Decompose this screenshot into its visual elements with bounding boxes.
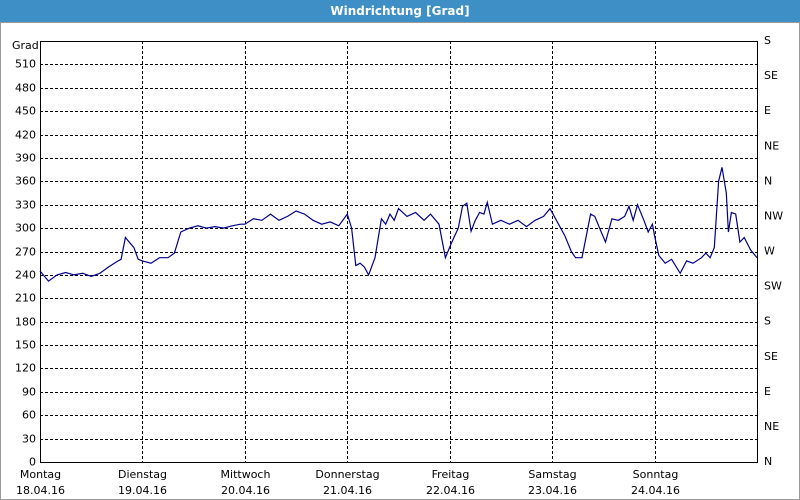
- y-tick-label: 90: [22, 386, 36, 399]
- y2-tick-label: SW: [764, 280, 782, 293]
- y-tick-label: 240: [15, 269, 36, 282]
- x-tick-label: Freitag: [432, 468, 470, 481]
- x-tick-label: Sonntag: [633, 468, 679, 481]
- y2-tick-label: S: [764, 315, 771, 328]
- y-tick-label: 150: [15, 339, 36, 352]
- y2-tick-label: SE: [764, 69, 778, 82]
- y-tick-label: 420: [15, 129, 36, 142]
- y2-tick-label: SE: [764, 350, 778, 363]
- x-tick-label: Mittwoch: [221, 468, 271, 481]
- y2-tick-label: NE: [764, 420, 779, 433]
- y-tick-label: 210: [15, 292, 36, 305]
- x-tick-label: Donnerstag: [315, 468, 379, 481]
- y2-tick-label: NE: [764, 139, 779, 152]
- y-tick-label: 0: [29, 456, 36, 469]
- y2-tick-label: W: [764, 245, 775, 258]
- y-tick-label: 510: [15, 58, 36, 71]
- y-tick-label: 330: [15, 199, 36, 212]
- y-tick-label: 180: [15, 316, 36, 329]
- y-tick-label: 120: [15, 362, 36, 375]
- x-tick-date: 22.04.16: [426, 484, 475, 497]
- x-tick-date: 20.04.16: [221, 484, 270, 497]
- title-bar: Windrichtung [Grad]: [0, 0, 800, 22]
- y2-tick-label: E: [764, 385, 771, 398]
- y-tick-label: 390: [15, 152, 36, 165]
- x-tick-label: Montag: [20, 468, 61, 481]
- x-tick-label: Dienstag: [118, 468, 167, 481]
- frame: [0, 22, 800, 500]
- y-tick-label: 60: [22, 409, 36, 422]
- x-tick-date: 18.04.16: [16, 484, 65, 497]
- y-axis-label: Grad: [12, 39, 39, 52]
- y-tick-label: 360: [15, 175, 36, 188]
- y2-tick-label: NW: [764, 209, 783, 222]
- y2-tick-label: E: [764, 104, 771, 117]
- y2-tick-label: N: [764, 455, 772, 468]
- y-tick-label: 30: [22, 433, 36, 446]
- y-tick-label: 480: [15, 82, 36, 95]
- x-tick-date: 24.04.16: [631, 484, 680, 497]
- x-tick-date: 23.04.16: [528, 484, 577, 497]
- data-line: [39, 167, 758, 282]
- x-tick-date: 21.04.16: [323, 484, 372, 497]
- x-tick-date: 19.04.16: [118, 484, 167, 497]
- y-tick-label: 450: [15, 105, 36, 118]
- y2-tick-label: N: [764, 174, 772, 187]
- x-tick-label: Samstag: [528, 468, 576, 481]
- y-tick-label: 270: [15, 246, 36, 259]
- plot-border: [40, 41, 758, 463]
- y2-tick-label: S: [764, 34, 771, 47]
- y-tick-label: 300: [15, 222, 36, 235]
